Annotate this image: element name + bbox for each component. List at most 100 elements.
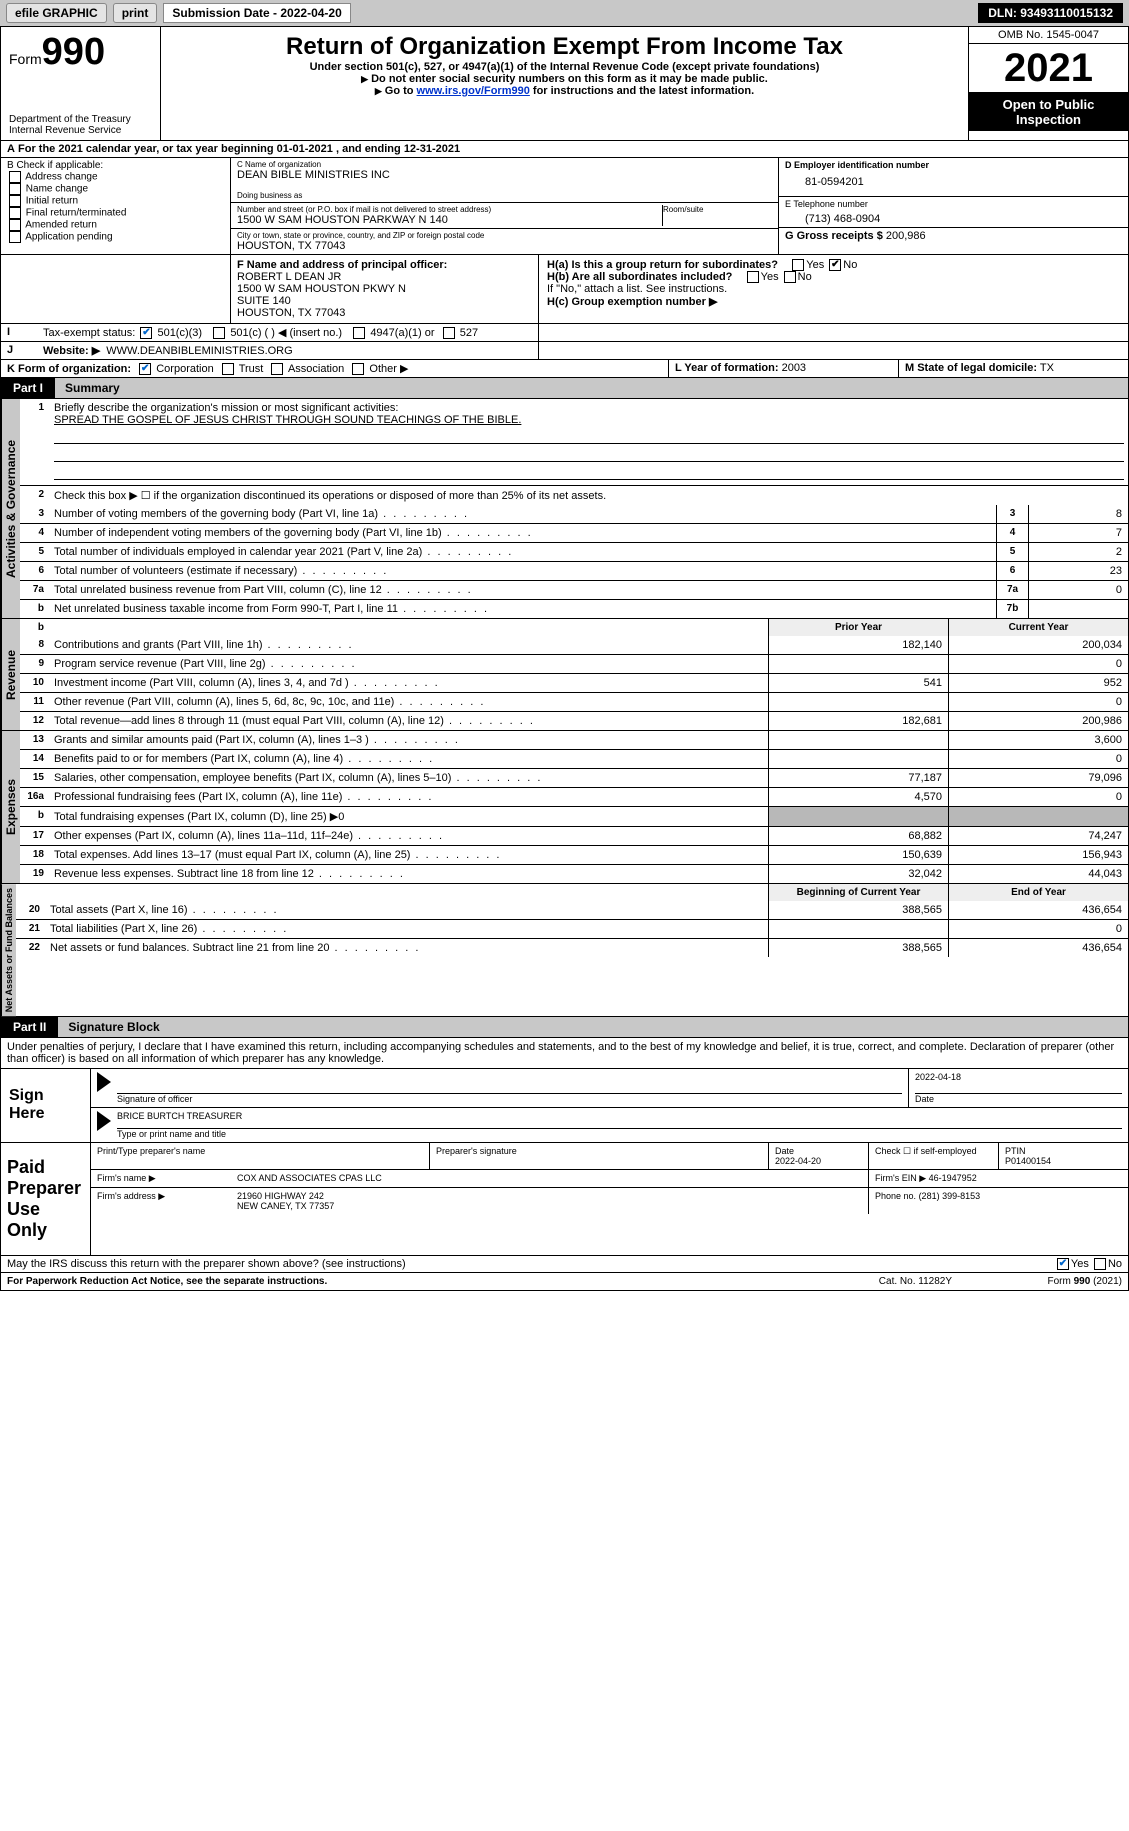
governance-row: 7a Total unrelated business revenue from… bbox=[20, 580, 1128, 599]
discuss-no[interactable] bbox=[1094, 1258, 1106, 1270]
opt-initial: Initial return bbox=[26, 196, 78, 207]
chk-other[interactable] bbox=[352, 363, 364, 375]
identity-block: B Check if applicable: Address change Na… bbox=[0, 158, 1129, 255]
hdr-current-year: Current Year bbox=[948, 619, 1128, 636]
officer-h-row: F Name and address of principal officer:… bbox=[0, 255, 1129, 324]
form-subtitle: Under section 501(c), 527, or 4947(a)(1)… bbox=[169, 61, 960, 73]
expenses-side-label: Expenses bbox=[1, 731, 20, 883]
chk-address-change[interactable] bbox=[9, 171, 21, 183]
opt-other: Other ▶ bbox=[369, 363, 408, 375]
revenue-side-label: Revenue bbox=[1, 619, 20, 730]
ha-label: H(a) Is this a group return for subordin… bbox=[547, 259, 778, 271]
e-label: E Telephone number bbox=[785, 199, 1122, 209]
opt-501c3: 501(c)(3) bbox=[157, 327, 202, 339]
chk-initial[interactable] bbox=[9, 195, 21, 207]
hb-no[interactable] bbox=[784, 271, 796, 283]
ein-label: Firm's EIN ▶ bbox=[875, 1173, 926, 1183]
sig-date: 2022-04-18 bbox=[915, 1072, 1122, 1094]
prep-sig-label: Preparer's signature bbox=[429, 1143, 768, 1169]
chk-pending[interactable] bbox=[9, 231, 21, 243]
hdr-end-year: End of Year bbox=[948, 884, 1128, 901]
form-header: Form990 Department of the Treasury Inter… bbox=[0, 26, 1129, 141]
ein: 81-0594201 bbox=[785, 170, 1122, 194]
c-dba-label: Doing business as bbox=[237, 191, 772, 200]
l2-text: Check this box ▶ ☐ if the organization d… bbox=[50, 486, 1128, 505]
ha-yes[interactable] bbox=[792, 259, 804, 271]
netassets-row: 20 Total assets (Part X, line 16) 388,56… bbox=[16, 901, 1128, 919]
netassets-section: Net Assets or Fund Balances Beginning of… bbox=[0, 884, 1129, 1017]
revenue-row: 12 Total revenue—add lines 8 through 11 … bbox=[20, 711, 1128, 730]
submission-date: Submission Date - 2022-04-20 bbox=[163, 3, 350, 23]
firm-phone: (281) 399-8153 bbox=[919, 1191, 981, 1201]
revenue-row: 11 Other revenue (Part VIII, column (A),… bbox=[20, 692, 1128, 711]
opt-address-change: Address change bbox=[25, 172, 97, 183]
note-ssn: Do not enter social security numbers on … bbox=[169, 73, 960, 85]
chk-corp[interactable] bbox=[139, 363, 151, 375]
hb-yes[interactable] bbox=[747, 271, 759, 283]
revenue-row: 10 Investment income (Part VIII, column … bbox=[20, 673, 1128, 692]
opt-assoc: Association bbox=[288, 363, 344, 375]
irs-label: Internal Revenue Service bbox=[9, 125, 152, 136]
form-word: Form bbox=[9, 51, 42, 67]
j-right-spacer bbox=[538, 342, 1128, 359]
sign-here-label: Sign Here bbox=[1, 1069, 91, 1142]
chk-assoc[interactable] bbox=[271, 363, 283, 375]
f-column: F Name and address of principal officer:… bbox=[231, 255, 538, 323]
opt-corp: Corporation bbox=[156, 363, 213, 375]
irs-discuss-q: May the IRS discuss this return with the… bbox=[1, 1256, 1049, 1272]
street-address: 1500 W SAM HOUSTON PARKWAY N 140 bbox=[237, 214, 662, 226]
discuss-yes[interactable] bbox=[1057, 1258, 1069, 1270]
governance-section: Activities & Governance 1 Briefly descri… bbox=[0, 399, 1129, 619]
paid-preparer-label: Paid Preparer Use Only bbox=[1, 1143, 91, 1255]
officer-city: HOUSTON, TX 77043 bbox=[237, 307, 532, 319]
tax-year: 2021 bbox=[969, 44, 1128, 93]
governance-row: b Net unrelated business taxable income … bbox=[20, 599, 1128, 618]
firm-addr1: 21960 HIGHWAY 242 bbox=[237, 1191, 862, 1201]
sig-arrow-icon-2 bbox=[97, 1111, 111, 1131]
governance-side-label: Activities & Governance bbox=[1, 399, 20, 618]
chk-final[interactable] bbox=[9, 207, 21, 219]
k-label: K Form of organization: bbox=[7, 363, 131, 375]
chk-amended[interactable] bbox=[9, 219, 21, 231]
sig-arrow-icon bbox=[97, 1072, 111, 1092]
netassets-row: 22 Net assets or fund balances. Subtract… bbox=[16, 938, 1128, 957]
opt-4947: 4947(a)(1) or bbox=[370, 327, 434, 339]
print-button[interactable]: print bbox=[113, 3, 158, 23]
expense-row: b Total fundraising expenses (Part IX, c… bbox=[20, 806, 1128, 826]
d-label: D Employer identification number bbox=[785, 160, 929, 170]
j-label: Website: ▶ bbox=[43, 345, 100, 357]
revenue-section: Revenue b Prior Year Current Year 8 Cont… bbox=[0, 619, 1129, 731]
netassets-row: 21 Total liabilities (Part X, line 26) 0 bbox=[16, 919, 1128, 938]
chk-trust[interactable] bbox=[222, 363, 234, 375]
chk-501c[interactable] bbox=[213, 327, 225, 339]
irs-link[interactable]: www.irs.gov/Form990 bbox=[417, 85, 530, 97]
phone: (713) 468-0904 bbox=[785, 209, 1122, 225]
part2-header: Part II Signature Block bbox=[0, 1017, 1129, 1038]
governance-row: 3 Number of voting members of the govern… bbox=[20, 505, 1128, 523]
chk-name-change[interactable] bbox=[9, 183, 21, 195]
revenue-row: 9 Program service revenue (Part VIII, li… bbox=[20, 654, 1128, 673]
chk-4947[interactable] bbox=[353, 327, 365, 339]
part1-title: Summary bbox=[55, 378, 1128, 398]
chk-501c3[interactable] bbox=[140, 327, 152, 339]
ha-no[interactable] bbox=[829, 259, 841, 271]
city-state-zip: HOUSTON, TX 77043 bbox=[237, 240, 772, 252]
officer-typed-name: BRICE BURTCH TREASURER bbox=[117, 1111, 1122, 1129]
c-name-label: C Name of organization bbox=[237, 160, 772, 169]
org-name: DEAN BIBLE MINISTRIES INC bbox=[237, 169, 772, 181]
typed-name-label: Type or print name and title bbox=[117, 1129, 226, 1139]
omb-number: OMB No. 1545-0047 bbox=[969, 27, 1128, 44]
opt-501c: 501(c) ( ) ◀ (insert no.) bbox=[230, 327, 342, 339]
l1-text: Briefly describe the organization's miss… bbox=[54, 402, 398, 414]
spacer-b-cont bbox=[1, 255, 231, 323]
declaration-text: Under penalties of perjury, I declare th… bbox=[0, 1038, 1129, 1069]
header-left: Form990 Department of the Treasury Inter… bbox=[1, 27, 161, 140]
a-text: For the 2021 calendar year, or tax year … bbox=[18, 143, 277, 155]
row-klm: K Form of organization: Corporation Trus… bbox=[0, 360, 1129, 378]
dln-label: DLN: 93493110015132 bbox=[978, 3, 1123, 23]
g-label: G Gross receipts $ bbox=[785, 230, 883, 242]
hdr-prior-year: Prior Year bbox=[768, 619, 948, 636]
chk-527[interactable] bbox=[443, 327, 455, 339]
hdr-begin-year: Beginning of Current Year bbox=[768, 884, 948, 901]
expense-row: 15 Salaries, other compensation, employe… bbox=[20, 768, 1128, 787]
